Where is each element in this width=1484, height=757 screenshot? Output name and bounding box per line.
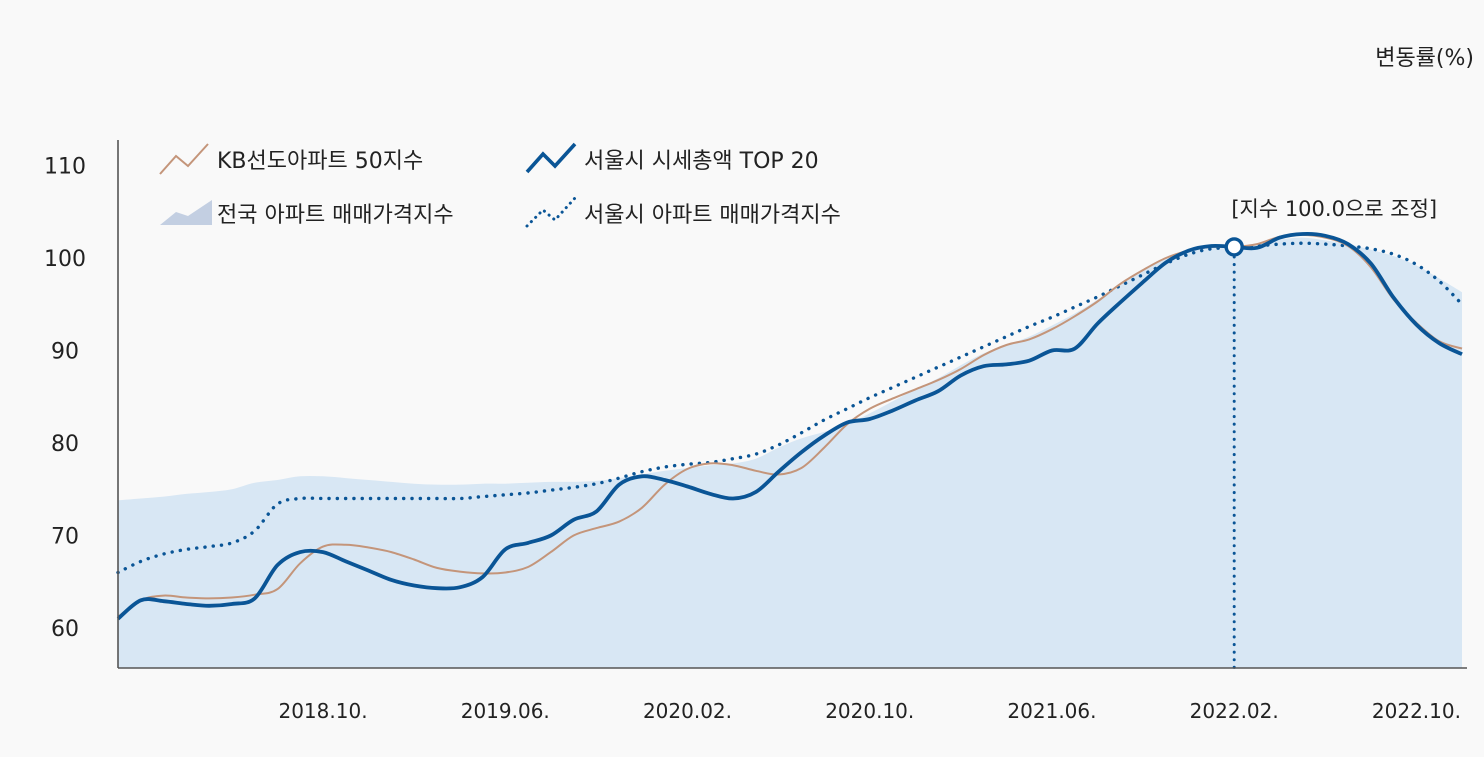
- x-tick-label: 2022.02.: [1190, 699, 1279, 723]
- y-tick-label: 110: [44, 155, 86, 180]
- x-tick-label: 2022.10.: [1372, 699, 1461, 723]
- annotation-text: [지수 100.0으로 조정]: [1231, 197, 1437, 221]
- national-index-area-layer: [118, 237, 1462, 669]
- series-lines-layer: [116, 231, 1464, 670]
- legend-item: KB선도아파트 50지수: [159, 143, 423, 175]
- series-area-national-index: [118, 237, 1462, 669]
- y-tick-label: 80: [51, 432, 79, 457]
- y-tick-label: 90: [51, 340, 79, 365]
- legend-swatch-top20: [525, 142, 577, 174]
- legend-label: 서울시 시세총액 TOP 20: [584, 149, 819, 174]
- unit-label: 변동률(%): [1375, 46, 1474, 71]
- legend-swatch-seoul-dotted: [525, 196, 577, 228]
- y-tick-label: 100: [44, 247, 86, 272]
- legend-item: 전국 아파트 매매가격지수: [160, 200, 454, 228]
- highlight-point-marker: [1224, 237, 1244, 257]
- legend-label: 전국 아파트 매매가격지수: [217, 203, 454, 228]
- legend-item: 서울시 시세총액 TOP 20: [525, 142, 819, 174]
- x-tick-label: 2021.06.: [1007, 699, 1096, 723]
- legend-swatch-national-area: [160, 200, 212, 225]
- x-tick-label: 2019.06.: [461, 699, 550, 723]
- x-tick-label: 2018.10.: [278, 699, 367, 723]
- x-tick-label: 2020.10.: [825, 699, 914, 723]
- x-tick-label: 2020.02.: [643, 699, 732, 723]
- annotation-layer: [지수 100.0으로 조정]: [1231, 197, 1437, 221]
- legend-label: KB선도아파트 50지수: [217, 149, 423, 174]
- y-tick-label: 60: [51, 617, 79, 642]
- legend-swatch-kb50: [159, 143, 209, 175]
- y-tick-label: 70: [51, 525, 79, 550]
- legend-label: 서울시 아파트 매매가격지수: [584, 203, 841, 228]
- legend-item: 서울시 아파트 매매가격지수: [525, 196, 841, 228]
- legend: KB선도아파트 50지수 서울시 시세총액 TOP 20 전국 아파트 매매가격지수…: [159, 142, 841, 228]
- axis-layer: 60 70 80 90 100 110 2018.10. 2019.06. 2020.02. 20…: [44, 140, 1467, 723]
